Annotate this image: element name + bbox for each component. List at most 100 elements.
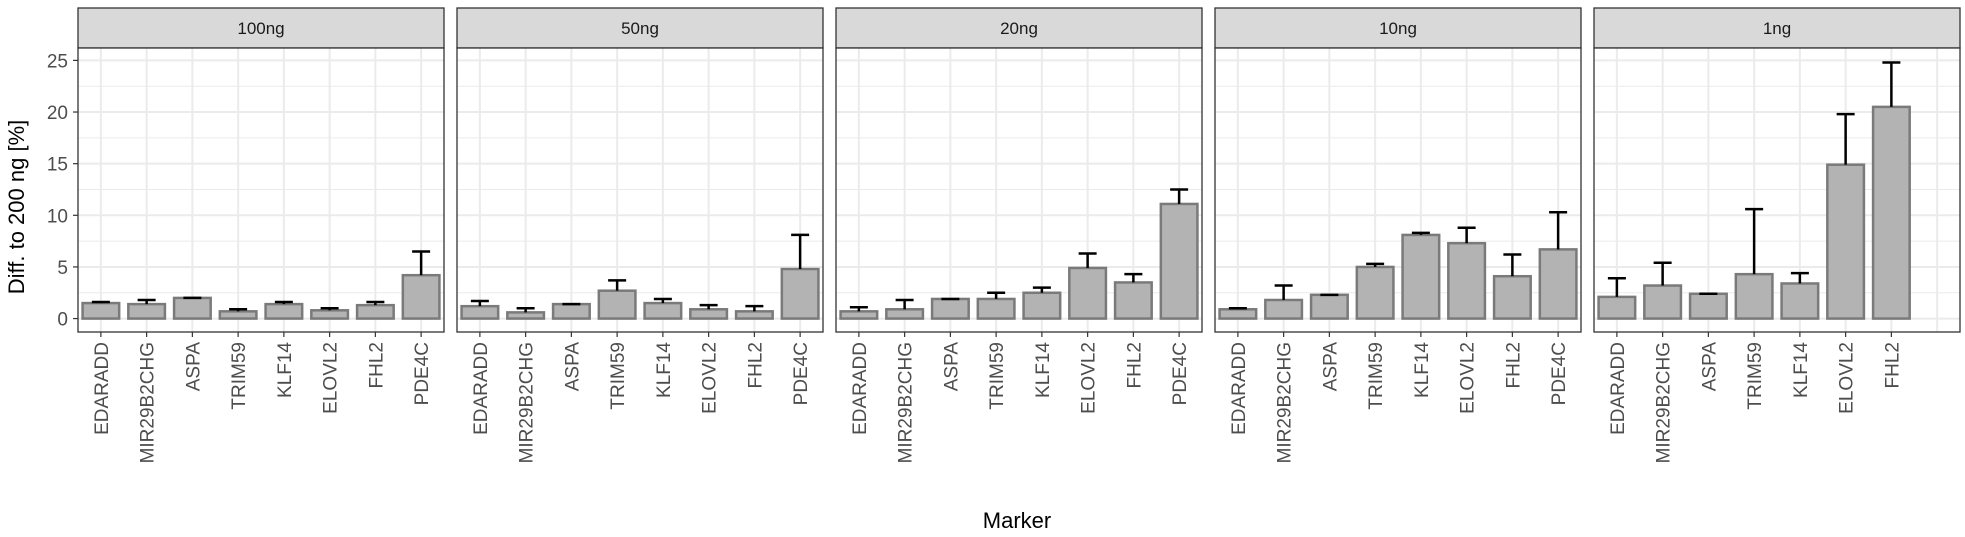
x-tick-label: ELOVL2 bbox=[700, 342, 721, 414]
facet-panel-1ng: 1ng EDARADD MIR29B2CHG ASPA TRIM59 KLF14 ELOVL… bbox=[1593, 7, 1961, 463]
bar-ELOVL2 bbox=[1826, 163, 1866, 320]
panels-layer: 100ng EDARADD MIR29B2CHG ASPA TRIM59 KLF14 ELO… bbox=[77, 7, 1961, 463]
bar-TRIM59 bbox=[976, 297, 1016, 320]
x-tick-label: EDARADD bbox=[1229, 342, 1250, 435]
bar-TRIM59 bbox=[1734, 272, 1774, 320]
bar-MIR29B2CHG bbox=[1264, 298, 1304, 320]
bar-MIR29B2CHG bbox=[1643, 284, 1683, 320]
facet-strip bbox=[456, 7, 824, 49]
bar-ASPA bbox=[930, 297, 970, 320]
facet-strip bbox=[77, 7, 445, 49]
facet-strip bbox=[835, 7, 1203, 49]
x-tick-label: EDARADD bbox=[92, 342, 113, 435]
x-tick-label: FHL2 bbox=[1882, 342, 1903, 388]
facet-strip-label: 100ng bbox=[237, 19, 284, 38]
bar-KLF14 bbox=[643, 301, 683, 320]
facet-panel-10ng: 10ng EDARADD MIR29B2CHG ASPA TRIM59 KLF14 ELOV… bbox=[1214, 7, 1582, 463]
bar-PDE4C bbox=[1159, 202, 1199, 320]
x-tick-label: MIR29B2CHG bbox=[138, 342, 159, 463]
bar-EDARADD bbox=[1218, 308, 1258, 320]
x-tick-label: KLF14 bbox=[275, 342, 296, 398]
bar-PDE4C bbox=[1538, 248, 1578, 320]
x-tick-label: TRIM59 bbox=[1745, 342, 1766, 410]
facet-strip bbox=[1593, 7, 1961, 49]
bar-TRIM59 bbox=[1355, 265, 1395, 320]
bar-KLF14 bbox=[264, 302, 304, 320]
bar-ELOVL2 bbox=[689, 308, 729, 320]
x-tick-label: ELOVL2 bbox=[1079, 342, 1100, 414]
panel-background bbox=[78, 48, 444, 332]
x-tick-label: ASPA bbox=[941, 342, 962, 392]
x-tick-label: TRIM59 bbox=[608, 342, 629, 410]
x-tick-label: TRIM59 bbox=[229, 342, 250, 410]
y-tick-label: 5 bbox=[57, 258, 68, 279]
bar-TRIM59 bbox=[218, 310, 258, 320]
x-tick-label: EDARADD bbox=[471, 342, 492, 435]
x-tick-label: MIR29B2CHG bbox=[1654, 342, 1675, 463]
bar-EDARADD bbox=[839, 310, 879, 320]
facet-strip-label: 50ng bbox=[621, 19, 659, 38]
x-tick-label: MIR29B2CHG bbox=[1275, 342, 1296, 463]
bar-ELOVL2 bbox=[1447, 241, 1487, 320]
x-axis-title: Marker bbox=[983, 508, 1051, 533]
bar-EDARADD bbox=[1597, 295, 1637, 320]
bar-KLF14 bbox=[1401, 233, 1441, 320]
x-tick-label: EDARADD bbox=[850, 342, 871, 435]
bar-ASPA bbox=[172, 296, 212, 320]
x-tick-label: TRIM59 bbox=[1366, 342, 1387, 410]
bar-FHL2 bbox=[355, 303, 395, 320]
x-tick-label: FHL2 bbox=[745, 342, 766, 388]
x-tick-label: FHL2 bbox=[1503, 342, 1524, 388]
y-tick-label: 0 bbox=[57, 310, 68, 331]
x-tick-label: KLF14 bbox=[1412, 342, 1433, 398]
bar-FHL2 bbox=[734, 310, 774, 320]
x-tick-label: PDE4C bbox=[791, 342, 812, 405]
bar-MIR29B2CHG bbox=[127, 302, 167, 320]
bar-EDARADD bbox=[460, 304, 500, 320]
x-tick-label: ELOVL2 bbox=[1837, 342, 1858, 414]
bar-FHL2 bbox=[1871, 105, 1911, 320]
y-tick-label: 25 bbox=[47, 51, 68, 72]
facet-panel-50ng: 50ng EDARADD MIR29B2CHG ASPA TRIM59 KLF14 ELOV… bbox=[456, 7, 824, 463]
bar-EDARADD bbox=[81, 301, 121, 320]
bar-KLF14 bbox=[1780, 282, 1820, 320]
x-tick-label: KLF14 bbox=[654, 342, 675, 398]
x-tick-label: TRIM59 bbox=[987, 342, 1008, 410]
y-axis-title: Diff. to 200 ng [%] bbox=[4, 120, 29, 294]
bar-ASPA bbox=[1309, 293, 1349, 320]
facet-strip-label: 10ng bbox=[1379, 19, 1417, 38]
y-tick-label: 10 bbox=[47, 206, 68, 227]
panel-border bbox=[456, 47, 824, 333]
x-tick-label: ASPA bbox=[1699, 342, 1720, 392]
x-tick-label: KLF14 bbox=[1791, 342, 1812, 398]
bar-MIR29B2CHG bbox=[885, 308, 925, 320]
facet-strip-label: 20ng bbox=[1000, 19, 1038, 38]
x-tick-label: FHL2 bbox=[366, 342, 387, 388]
bar-ASPA bbox=[1688, 292, 1728, 320]
x-tick-label: ASPA bbox=[183, 342, 204, 392]
bar-FHL2 bbox=[1492, 274, 1532, 320]
panel-background bbox=[457, 48, 823, 332]
bar-PDE4C bbox=[401, 273, 441, 320]
facet-strip bbox=[1214, 7, 1582, 49]
facet-panel-100ng: 100ng EDARADD MIR29B2CHG ASPA TRIM59 KLF14 ELO… bbox=[77, 7, 445, 463]
panel-border bbox=[1214, 47, 1582, 333]
x-tick-label: ASPA bbox=[562, 342, 583, 392]
bar-TRIM59 bbox=[597, 289, 637, 320]
panel-border bbox=[77, 47, 445, 333]
bar-PDE4C bbox=[780, 267, 820, 320]
bar-ELOVL2 bbox=[310, 309, 350, 320]
x-tick-label: EDARADD bbox=[1608, 342, 1629, 435]
bar-ELOVL2 bbox=[1068, 266, 1108, 320]
panel-border bbox=[1593, 47, 1961, 333]
x-tick-label: PDE4C bbox=[1549, 342, 1570, 405]
x-tick-label: ELOVL2 bbox=[321, 342, 342, 414]
x-tick-label: PDE4C bbox=[1170, 342, 1191, 405]
x-tick-label: FHL2 bbox=[1124, 342, 1145, 388]
panel-border bbox=[835, 47, 1203, 333]
x-tick-label: MIR29B2CHG bbox=[896, 342, 917, 463]
y-tick-label: 20 bbox=[47, 103, 68, 124]
y-axis: 0 5 10 15 20 25 bbox=[47, 51, 78, 331]
bar-FHL2 bbox=[1113, 281, 1153, 320]
